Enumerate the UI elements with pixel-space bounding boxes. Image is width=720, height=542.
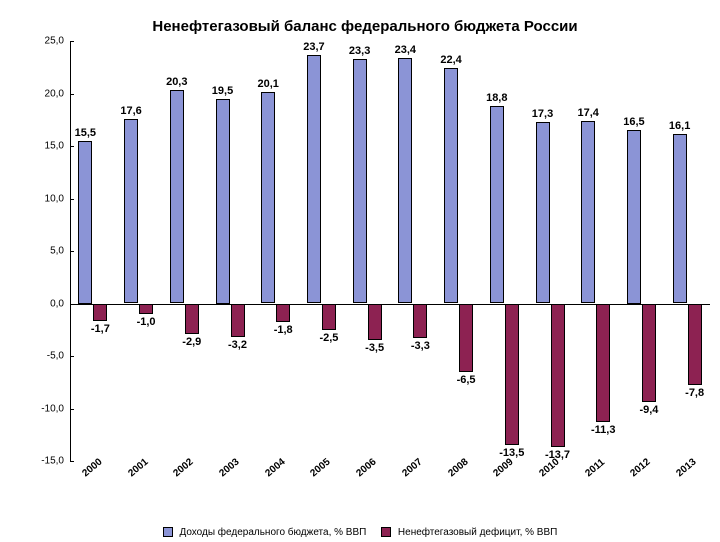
legend-item-0: Доходы федерального бюджета, % ВВП [163, 527, 367, 538]
y-tick-mark [70, 251, 74, 252]
bar-revenue [78, 141, 92, 304]
y-tick-label: 10,0 [45, 193, 64, 204]
bar-label-deficit: -6,5 [457, 374, 476, 386]
bar-deficit [231, 304, 245, 338]
bar-label-deficit: -11,3 [591, 424, 615, 436]
bar-label-deficit: -3,2 [228, 339, 247, 351]
y-tick-mark [70, 304, 74, 305]
bar-label-revenue: 17,6 [120, 105, 141, 117]
y-tick-mark [70, 461, 74, 462]
y-tick-mark [70, 41, 74, 42]
bar-label-revenue: 16,5 [623, 116, 644, 128]
x-axis: 2000200120022003200420052006200720082009… [70, 461, 710, 499]
bar-label-revenue: 23,4 [395, 44, 416, 56]
y-tick-mark [70, 146, 74, 147]
bar-revenue [216, 99, 230, 304]
bar-revenue [536, 122, 550, 304]
chart-title: Ненефтегазовый баланс федерального бюдже… [30, 10, 700, 41]
bar-revenue [398, 58, 412, 304]
y-tick-label: 0,0 [50, 298, 64, 309]
y-tick-label: -5,0 [47, 351, 64, 362]
bar-label-revenue: 20,3 [166, 76, 187, 88]
plot-area: 25,020,015,010,05,00,0-5,0-10,0-15,0 15,… [70, 41, 710, 461]
x-tick-label: 2011 [583, 457, 607, 479]
bar-revenue [307, 55, 321, 304]
bar-deficit [551, 304, 565, 448]
bar-label-deficit: -2,9 [182, 336, 201, 348]
y-tick-mark [70, 94, 74, 95]
y-tick-label: 15,0 [45, 141, 64, 152]
bar-deficit [459, 304, 473, 372]
y-tick-label: 5,0 [50, 246, 64, 257]
bar-revenue [581, 121, 595, 304]
bar-label-revenue: 23,3 [349, 45, 370, 57]
bar-label-deficit: -13,5 [499, 447, 524, 459]
bar-deficit [505, 304, 519, 446]
legend-swatch-1 [381, 527, 391, 537]
bar-deficit [93, 304, 107, 322]
bar-revenue [673, 134, 687, 303]
y-axis: 25,020,015,010,05,00,0-5,0-10,0-15,0 [30, 41, 70, 461]
bar-label-revenue: 18,8 [486, 92, 507, 104]
bar-label-revenue: 23,7 [303, 41, 324, 53]
y-tick-label: 25,0 [45, 36, 64, 47]
bar-label-revenue: 17,4 [577, 107, 598, 119]
bar-revenue [124, 119, 138, 304]
bar-deficit [322, 304, 336, 330]
bar-label-deficit: -1,0 [137, 316, 156, 328]
bar-label-revenue: 17,3 [532, 108, 553, 120]
bar-revenue [490, 106, 504, 303]
bar-label-revenue: 22,4 [440, 54, 461, 66]
legend-swatch-0 [163, 527, 173, 537]
legend-item-1: Ненефтегазовый дефицит, % ВВП [381, 527, 557, 538]
legend-label-1: Ненефтегазовый дефицит, % ВВП [398, 527, 557, 538]
y-tick-mark [70, 409, 74, 410]
bar-deficit [688, 304, 702, 386]
bar-revenue [353, 59, 367, 304]
y-tick-label: -10,0 [41, 403, 64, 414]
bar-deficit [368, 304, 382, 341]
bar-label-deficit: -2,5 [319, 332, 338, 344]
y-tick-mark [70, 356, 74, 357]
legend-label-0: Доходы федерального бюджета, % ВВП [179, 527, 366, 538]
bar-label-revenue: 20,1 [257, 78, 278, 90]
bar-revenue [170, 90, 184, 303]
y-tick-mark [70, 199, 74, 200]
bar-label-deficit: -9,4 [639, 404, 658, 416]
bar-deficit [185, 304, 199, 334]
bar-label-revenue: 19,5 [212, 85, 233, 97]
bar-label-deficit: -3,5 [365, 342, 384, 354]
bar-deficit [139, 304, 153, 315]
y-tick-label: 20,0 [45, 88, 64, 99]
bars-layer: 15,5 -1,7 17,6 -1,0 20,3 -2,9 19,5 -3,2 20,1 -1,8… [70, 41, 710, 461]
y-tick-label: -15,0 [41, 456, 64, 467]
bar-label-revenue: 16,1 [669, 120, 690, 132]
bar-label-deficit: -1,7 [91, 323, 110, 335]
bar-revenue [627, 130, 641, 303]
bar-revenue [444, 68, 458, 303]
bar-revenue [261, 92, 275, 303]
bar-label-deficit: -1,8 [274, 324, 293, 336]
bar-label-deficit: -7,8 [685, 387, 704, 399]
bar-deficit [596, 304, 610, 423]
bar-label-deficit: -3,3 [411, 340, 430, 352]
bar-deficit [642, 304, 656, 403]
chart-container: Ненефтегазовый баланс федерального бюдже… [0, 0, 720, 542]
bar-label-revenue: 15,5 [75, 127, 96, 139]
bar-deficit [413, 304, 427, 339]
bar-deficit [276, 304, 290, 323]
legend: Доходы федерального бюджета, % ВВП Ненеф… [0, 527, 720, 538]
